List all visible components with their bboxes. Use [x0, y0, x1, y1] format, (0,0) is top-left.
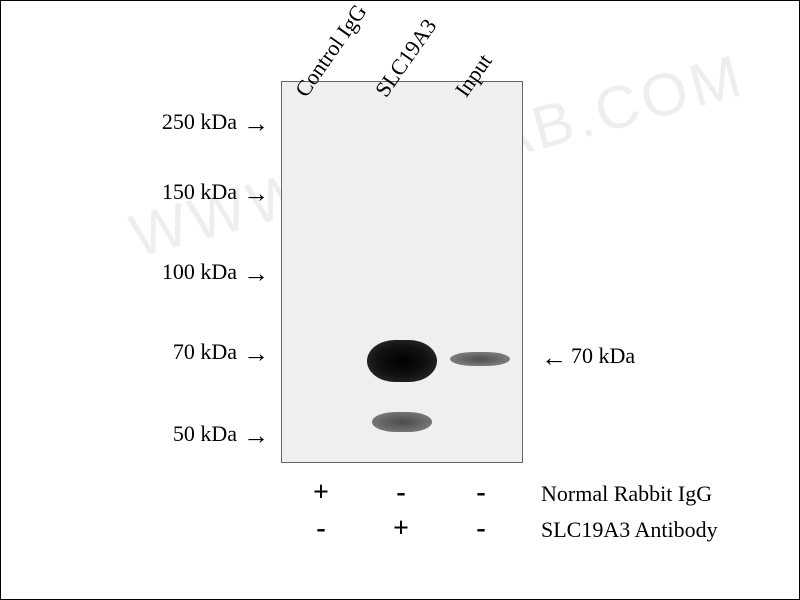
ladder-70: 70 kDa→: [173, 339, 269, 365]
blot-membrane: [281, 81, 523, 463]
cond-sym: +: [281, 477, 361, 509]
lane-control: [282, 82, 362, 462]
lane-input: [442, 82, 522, 462]
cond-sym: -: [361, 477, 441, 509]
ladder-150: 150 kDa→: [162, 179, 269, 205]
ladder-text: 100 kDa: [162, 259, 237, 284]
ladder-100: 100 kDa→: [162, 259, 269, 285]
band-input-70kda: [450, 352, 510, 366]
cond-sym: -: [441, 477, 521, 509]
ladder-text: 150 kDa: [162, 179, 237, 204]
band-main-70kda: [367, 340, 437, 382]
cond-label-normal-igg: Normal Rabbit IgG: [541, 481, 712, 507]
ladder-250: 250 kDa→: [162, 109, 269, 135]
figure-container: WWW.PTGLAB.COM Control IgG SLC19A3 Input…: [0, 0, 800, 600]
result-band-label: ←70 kDa: [541, 343, 635, 369]
ladder-text: 70 kDa: [173, 339, 237, 364]
cond-sym: -: [281, 513, 361, 545]
ladder-50: 50 kDa→: [173, 421, 269, 447]
band-lower: [372, 412, 432, 432]
lane-target: [362, 82, 442, 462]
cond-label-slc19a3-ab: SLC19A3 Antibody: [541, 517, 718, 543]
cond-sym: -: [441, 513, 521, 545]
result-band-text: 70 kDa: [571, 343, 635, 368]
cond-sym: +: [361, 513, 441, 545]
ladder-text: 250 kDa: [162, 109, 237, 134]
ladder-text: 50 kDa: [173, 421, 237, 446]
